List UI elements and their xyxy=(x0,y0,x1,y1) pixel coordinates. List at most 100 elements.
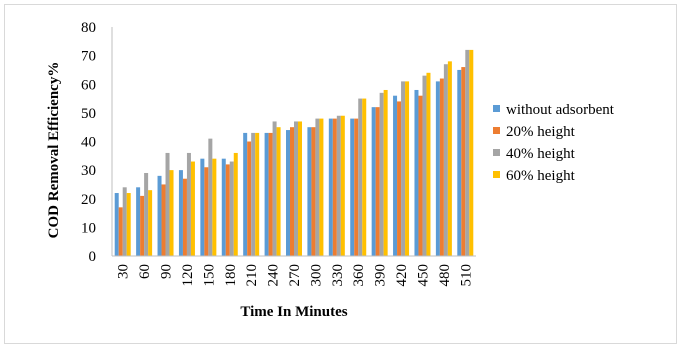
legend-swatch xyxy=(493,105,500,112)
bar xyxy=(247,141,252,256)
bar xyxy=(393,95,398,256)
bar xyxy=(461,67,466,256)
legend-label: 40% height xyxy=(506,146,576,162)
bar xyxy=(328,118,333,256)
bar xyxy=(383,89,388,256)
x-tick-label: 60 xyxy=(137,264,153,279)
legend: without adsorbent 20% height 40% height 60%… xyxy=(493,102,615,184)
y-tick-label: 0 xyxy=(89,249,97,265)
bar xyxy=(371,107,376,257)
x-tick-label: 210 xyxy=(244,264,260,287)
bar xyxy=(190,161,195,256)
x-tick-label: 420 xyxy=(394,264,410,287)
x-tick-label: 480 xyxy=(437,264,453,287)
bar xyxy=(165,152,170,256)
bar xyxy=(443,64,448,257)
axes xyxy=(111,27,476,257)
bar xyxy=(118,207,123,256)
bar xyxy=(418,95,423,256)
bar xyxy=(414,89,419,256)
bar xyxy=(148,190,153,256)
bar xyxy=(136,187,141,256)
bar xyxy=(221,158,226,256)
x-tick-labels: 30 60 90 120 150 180 210 240 270 300 330 360 390 420 4… xyxy=(116,264,475,287)
legend-swatch xyxy=(493,171,500,178)
y-tick-label: 70 xyxy=(81,49,96,65)
bar xyxy=(332,118,337,256)
y-tick-labels: 0 10 20 30 40 50 60 70 80 xyxy=(81,20,96,265)
bar xyxy=(469,49,474,257)
x-tick-label: 150 xyxy=(201,264,217,287)
bar xyxy=(208,138,213,256)
bar xyxy=(422,75,427,256)
bar xyxy=(178,170,183,256)
x-tick-label: 180 xyxy=(223,264,239,287)
y-tick-label: 40 xyxy=(81,135,96,151)
bar xyxy=(114,193,119,256)
x-tick-label: 300 xyxy=(308,264,324,287)
bar xyxy=(319,118,324,256)
y-tick-label: 50 xyxy=(81,106,96,122)
x-tick-label: 450 xyxy=(415,264,431,287)
y-tick-label: 30 xyxy=(81,163,96,179)
bar xyxy=(268,132,273,256)
bar xyxy=(182,178,187,256)
x-axis-title: Time In Minutes xyxy=(240,304,347,320)
x-tick-label: 30 xyxy=(116,264,132,279)
legend-swatch xyxy=(493,149,500,156)
legend-label: 20% height xyxy=(506,124,576,140)
bar xyxy=(169,170,174,256)
bar xyxy=(375,107,380,257)
bar xyxy=(157,175,162,256)
legend-label: without adsorbent xyxy=(506,102,615,118)
y-tick-label: 10 xyxy=(81,220,96,236)
bar xyxy=(298,121,302,257)
bar xyxy=(336,115,341,256)
x-tick-label: 390 xyxy=(373,264,389,287)
bar xyxy=(122,187,127,256)
bar xyxy=(397,101,402,256)
bar xyxy=(144,172,149,256)
bar xyxy=(447,61,452,256)
bar xyxy=(465,49,470,257)
bar xyxy=(264,132,269,256)
bar xyxy=(255,132,260,256)
x-tick-label: 120 xyxy=(180,264,196,287)
bar xyxy=(233,152,238,256)
bar xyxy=(290,127,294,256)
bar xyxy=(229,161,234,256)
bar xyxy=(426,72,431,256)
x-tick-label: 360 xyxy=(351,264,367,287)
bar xyxy=(350,118,355,256)
bar xyxy=(204,167,209,256)
bar xyxy=(401,81,406,256)
bar xyxy=(251,132,256,256)
x-tick-label: 270 xyxy=(287,264,303,287)
bar xyxy=(405,81,410,256)
bar xyxy=(225,164,230,256)
bar xyxy=(126,193,131,256)
bar xyxy=(161,184,166,256)
bar xyxy=(200,158,205,256)
bar xyxy=(435,81,440,256)
bar xyxy=(340,115,345,256)
y-tick-label: 20 xyxy=(81,192,96,208)
x-tick-label: 240 xyxy=(266,264,282,287)
bar xyxy=(186,152,191,256)
bar xyxy=(379,92,384,257)
bar xyxy=(358,98,363,256)
bar xyxy=(212,158,217,256)
x-tick-label: 90 xyxy=(159,264,175,279)
bar xyxy=(307,127,312,256)
legend-label: 60% height xyxy=(506,168,576,184)
y-tick-label: 80 xyxy=(81,20,96,36)
bar xyxy=(311,127,316,256)
bar xyxy=(362,98,367,256)
bar xyxy=(140,195,145,256)
bar xyxy=(243,132,248,256)
y-axis-title: COD Removal Efficiency% xyxy=(46,62,62,239)
bar xyxy=(272,121,277,257)
y-tick-label: 60 xyxy=(81,77,96,93)
bar xyxy=(276,127,281,256)
